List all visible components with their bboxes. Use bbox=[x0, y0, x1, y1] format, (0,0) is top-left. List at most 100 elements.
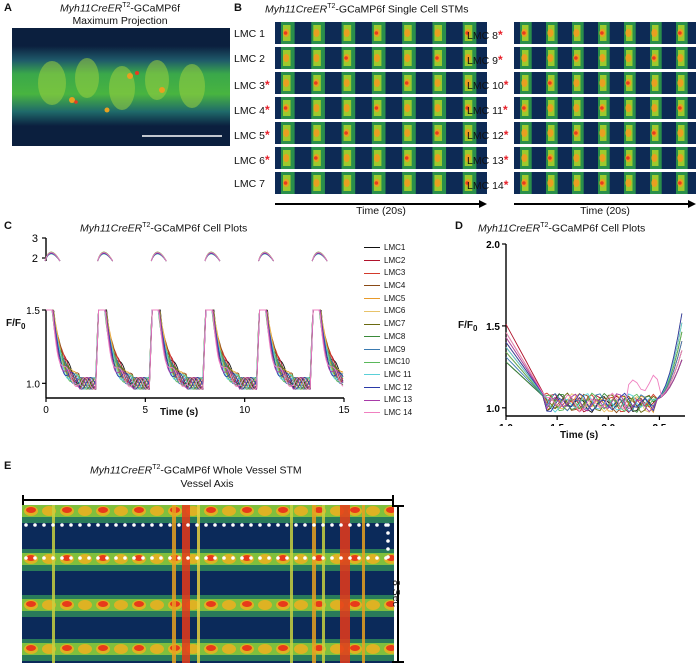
panel-c-lower-tick: 1.0 bbox=[26, 379, 40, 390]
time-label-left: Time (20s) bbox=[356, 205, 406, 217]
panel-d-trace bbox=[505, 341, 683, 413]
single-cell-stm bbox=[275, 122, 487, 144]
single-cell-stm bbox=[275, 147, 487, 169]
stm-label-text: LMC 4 bbox=[234, 105, 265, 117]
panel-a-title-italic: Myh11CreER bbox=[59, 2, 123, 15]
panel-c-xlabel: Time (s) bbox=[160, 407, 199, 418]
panel-d-title-sup: T2 bbox=[540, 222, 549, 229]
legend-swatch bbox=[364, 374, 380, 376]
legend-swatch bbox=[364, 310, 380, 312]
legend-item: LMC 14 bbox=[364, 408, 412, 421]
stm-label-text: LMC 10 bbox=[467, 80, 504, 92]
stm-label-text: LMC 14 bbox=[467, 180, 504, 192]
legend-swatch bbox=[364, 323, 380, 325]
legend-item: LMC6 bbox=[364, 306, 412, 319]
legend-label: LMC 11 bbox=[384, 369, 412, 379]
legend-label: LMC 13 bbox=[384, 395, 413, 405]
panel-c-upper-tick: 2 bbox=[32, 253, 38, 265]
panel-d-x-tick: 1.0 bbox=[499, 423, 513, 426]
stm-label-text: LMC 12 bbox=[467, 130, 504, 142]
panel-e-title: Myh11CreERT2-GCaMP6f Whole Vessel STM bbox=[90, 464, 302, 477]
legend-label: LMC8 bbox=[384, 331, 406, 341]
panel-d-ylabel-sub: 0 bbox=[473, 324, 478, 333]
stm-label: LMC 2 bbox=[234, 53, 265, 65]
panel-b-title-italic: Myh11CreER bbox=[265, 3, 328, 16]
panel-b-title-rest: -GCaMP6f Single Cell STMs bbox=[335, 3, 469, 16]
legend-label: LMC3 bbox=[384, 268, 406, 278]
legend-item: LMC7 bbox=[364, 319, 412, 332]
panel-d-x-tick: 1.5 bbox=[550, 423, 564, 426]
panel-a-title: Myh11CreERT2-GCaMP6f bbox=[30, 2, 210, 15]
single-cell-stm bbox=[514, 72, 696, 94]
legend-label: LMC4 bbox=[384, 281, 406, 291]
panel-a-title-sup: T2 bbox=[122, 2, 131, 9]
panel-c-upper-trace bbox=[258, 252, 274, 262]
significance-star: * bbox=[503, 128, 509, 142]
legend-swatch bbox=[364, 348, 380, 350]
stm-label: LMC 5* bbox=[234, 128, 270, 142]
panel-c-upper-trace bbox=[150, 252, 167, 262]
stm-label-text: LMC 8 bbox=[467, 30, 498, 42]
single-cell-stm bbox=[275, 47, 487, 69]
significance-star: * bbox=[503, 78, 509, 92]
panel-d-trace bbox=[505, 313, 683, 412]
stm-label: LMC 9* bbox=[467, 53, 503, 67]
single-cell-stm bbox=[514, 147, 696, 169]
legend-item: LMC10 bbox=[364, 357, 412, 370]
panel-d-title-rest: -GCaMP6f Cell Plots bbox=[548, 222, 646, 235]
legend-item: LMC1 bbox=[364, 243, 412, 256]
single-cell-stm bbox=[514, 47, 696, 69]
legend-swatch bbox=[364, 272, 380, 274]
stm-label-text: LMC 11 bbox=[467, 105, 503, 117]
panel-d-trace bbox=[505, 322, 683, 413]
panel-c-upper-trace bbox=[97, 252, 113, 262]
time-scale-label: 8 Sec bbox=[390, 580, 402, 607]
legend-swatch bbox=[364, 285, 380, 287]
max-projection-image bbox=[12, 28, 230, 146]
legend-swatch bbox=[364, 260, 380, 262]
panel-d-letter: D bbox=[455, 220, 463, 232]
panel-c-title-sup: T2 bbox=[142, 222, 151, 229]
legend-label: LMC 14 bbox=[384, 407, 413, 417]
stm-label: LMC 12* bbox=[467, 128, 508, 142]
panel-c-x-tick: 0 bbox=[43, 405, 49, 416]
whole-vessel-stm bbox=[22, 505, 394, 663]
significance-star: * bbox=[497, 53, 503, 67]
panel-d-trace bbox=[505, 337, 683, 413]
panel-d-y-tick: 1.5 bbox=[486, 322, 500, 333]
panel-d-title: Myh11CreERT2-GCaMP6f Cell Plots bbox=[478, 222, 645, 235]
panel-e-axis-label: Vessel Axis bbox=[180, 478, 234, 490]
legend-label: LMC 12 bbox=[384, 382, 413, 392]
legend-item: LMC5 bbox=[364, 294, 412, 307]
panel-d-y-tick: 2.0 bbox=[486, 240, 500, 251]
panel-d-ylabel-text: F/F bbox=[458, 320, 473, 331]
panel-c-title-rest: -GCaMP6f Cell Plots bbox=[150, 222, 248, 235]
panel-c-letter: C bbox=[4, 220, 12, 232]
significance-star: * bbox=[503, 103, 508, 117]
significance-star: * bbox=[264, 153, 270, 167]
significance-star: * bbox=[264, 103, 270, 117]
stm-label: LMC 10* bbox=[467, 78, 508, 92]
panel-c-title-italic: Myh11CreER bbox=[80, 222, 143, 235]
stm-label: LMC 4* bbox=[234, 103, 270, 117]
panel-e-title-rest: -GCaMP6f Whole Vessel STM bbox=[160, 464, 302, 477]
legend-swatch bbox=[364, 399, 380, 401]
panel-c-legend: LMC1 LMC2 LMC3 LMC4 LMC5 LMC6 LMC7 LMC8 LMC9 LMC1… bbox=[364, 243, 412, 421]
panel-c-ylabel-text: F/F bbox=[6, 318, 21, 329]
stm-label: LMC 1 bbox=[234, 28, 265, 40]
panel-a-letter: A bbox=[4, 2, 12, 14]
significance-star: * bbox=[503, 153, 509, 167]
panel-d-xlabel: Time (s) bbox=[560, 430, 599, 441]
single-cell-stm bbox=[275, 97, 487, 119]
panel-c-upper-trace bbox=[311, 252, 328, 262]
legend-swatch bbox=[364, 298, 380, 300]
legend-item: LMC9 bbox=[364, 345, 412, 358]
panel-c-ylabel: F/F0 bbox=[6, 318, 25, 331]
panel-c-title: Myh11CreERT2-GCaMP6f Cell Plots bbox=[80, 222, 247, 235]
panel-c-ylabel-sub: 0 bbox=[21, 322, 26, 331]
single-cell-stm bbox=[514, 22, 696, 44]
panel-d-title-italic: Myh11CreER bbox=[478, 222, 541, 235]
panel-c-x-tick: 10 bbox=[239, 405, 251, 416]
panel-a-title-rest: -GCaMP6f bbox=[130, 2, 180, 15]
stm-label: LMC 8* bbox=[467, 28, 503, 42]
